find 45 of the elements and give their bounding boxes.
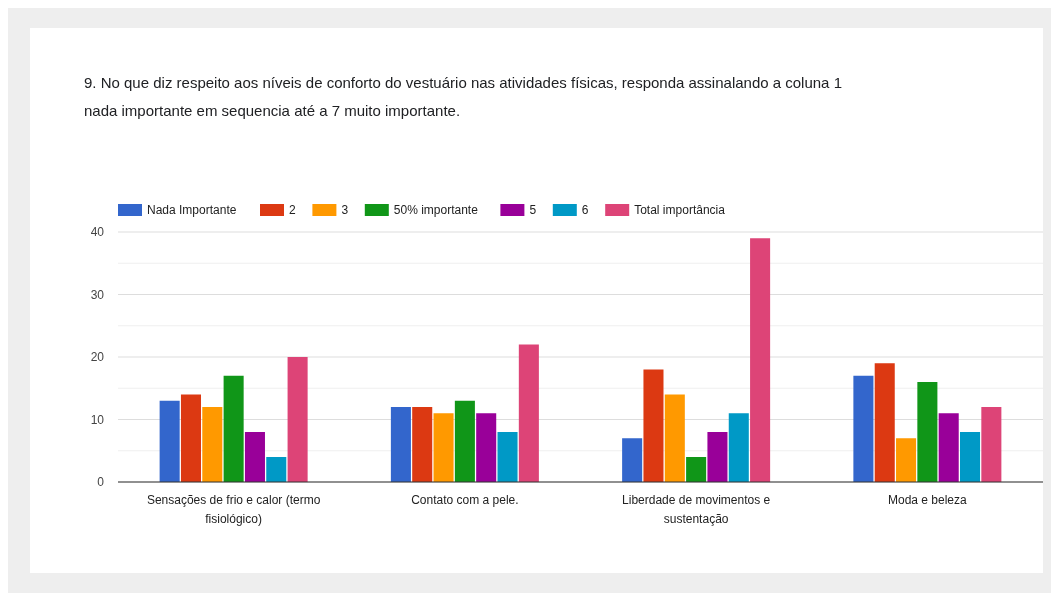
legend-label: 2 <box>289 203 296 218</box>
bar <box>981 407 1002 482</box>
bar <box>938 413 959 482</box>
bar <box>853 375 874 482</box>
bar <box>750 238 771 482</box>
bar <box>960 432 981 482</box>
bar <box>874 363 895 482</box>
bar <box>917 382 938 482</box>
legend-label: 6 <box>581 203 589 218</box>
bar <box>664 394 685 482</box>
legend-label: Total importância <box>634 203 726 218</box>
bar <box>433 413 454 482</box>
bar <box>686 457 707 482</box>
bar <box>223 375 244 482</box>
x-tick-label: Contato com a pele. <box>411 493 519 507</box>
bar <box>707 432 728 482</box>
bar <box>518 344 539 482</box>
x-tick-label: Sensações de frio e calor (termo fisiológico) <box>146 493 321 526</box>
y-tick-label: 0 <box>97 475 105 490</box>
bar <box>202 407 223 482</box>
bar <box>390 407 411 482</box>
bar <box>476 413 497 482</box>
legend-label: 50% importante <box>393 203 479 218</box>
x-tick-label: Moda e beleza <box>888 493 968 507</box>
legend-label: Nada Importante <box>147 203 237 218</box>
bar <box>896 438 917 482</box>
y-tick-label: 40 <box>90 225 105 240</box>
legend-label: 3 <box>341 203 349 218</box>
bar <box>266 457 287 482</box>
bar <box>412 407 433 482</box>
x-tick-label: Liberdade de movimentos e sustentação <box>622 493 771 526</box>
bar <box>287 357 308 482</box>
chart-title: 9. No que diz respeito aos níveis de conforto do vestuário nas atividades físicas, responda assinalando a coluna 1 nada importante em sequencia até a 7 muito importante. <box>84 74 842 119</box>
y-tick-label: 10 <box>90 412 105 427</box>
legend-label: 5 <box>529 203 537 218</box>
bar <box>454 400 475 482</box>
bar <box>497 432 518 482</box>
bar <box>159 400 180 482</box>
y-tick-label: 20 <box>90 350 105 365</box>
bar <box>728 413 749 482</box>
bar <box>180 394 201 482</box>
bar <box>622 438 643 482</box>
bar <box>643 369 664 482</box>
y-tick-label: 30 <box>90 287 105 302</box>
bar <box>244 432 265 482</box>
